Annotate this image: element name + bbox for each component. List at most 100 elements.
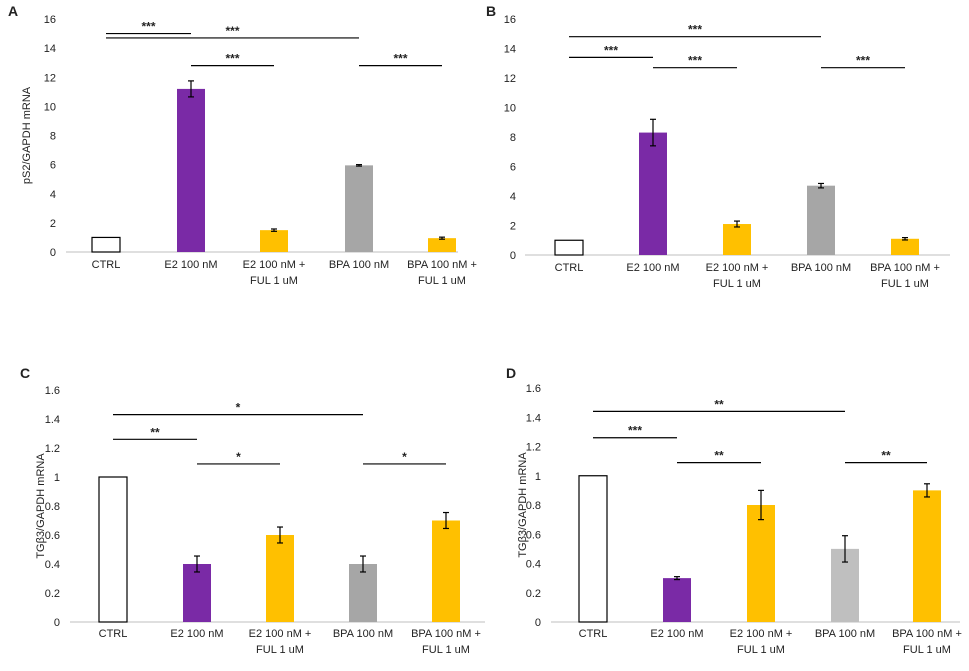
bar: [913, 490, 941, 622]
significance-label: *: [236, 401, 241, 415]
significance-label: ***: [628, 424, 642, 438]
y-tick-label: 0.2: [45, 588, 60, 600]
panel-letter-d: D: [506, 365, 516, 381]
bar: [663, 578, 691, 622]
chart-d: 0 0.2 0.4 0.6 0.8 1 1.2 1.4 1.6 TGβ3/GAPDH mRNA CT…: [517, 383, 962, 656]
x-tick-label: FUL 1 uM: [422, 644, 470, 656]
x-tick-label: E2 100 nM: [650, 628, 703, 640]
y-tick-label: 2: [50, 218, 56, 230]
panel-a: A 0 2 4 6 8 10 12 14 16 pS2/GAPDH mRNA CTRL E2 100 …: [8, 3, 477, 287]
y-tick-label: 0: [510, 250, 516, 262]
bar: [578, 475, 608, 623]
x-tick-label: E2 100 nM +: [249, 628, 312, 640]
x-tick-label: CTRL: [99, 628, 128, 640]
y-tick-label: 1.2: [526, 442, 541, 454]
y-tick-label: 12: [44, 72, 56, 84]
bar: [349, 564, 377, 622]
x-tick-label: FUL 1 uM: [903, 644, 951, 656]
y-tick-label: 8: [510, 132, 516, 144]
x-tick-label: FUL 1 uM: [250, 275, 298, 287]
y-tick-label: 12: [504, 73, 516, 85]
x-tick-label: FUL 1 uM: [737, 644, 785, 656]
y-tick-label: 0: [535, 617, 541, 629]
y-tick-label: 0: [50, 247, 56, 259]
x-tick-label: E2 100 nM +: [706, 262, 769, 274]
y-tick-label: 14: [44, 43, 56, 55]
bar: [345, 165, 373, 252]
bar: [91, 236, 121, 253]
panel-letter-b: B: [486, 3, 496, 19]
significance-label: ***: [225, 24, 239, 38]
y-tick-label: 1.6: [45, 385, 60, 397]
panel-letter-c: C: [20, 365, 30, 381]
significance-label: ***: [141, 20, 155, 34]
y-tick-label: 1.4: [45, 414, 60, 426]
y-tick-label: 0.6: [45, 530, 60, 542]
x-tick-label: FUL 1 uM: [713, 278, 761, 290]
x-tick-label: BPA 100 nM: [329, 259, 389, 271]
y-tick-label: 16: [504, 14, 516, 26]
chart-a: 0 2 4 6 8 10 12 14 16 pS2/GAPDH mRNA CTRL E2 100 nM…: [21, 14, 477, 287]
y-axis-label: pS2/GAPDH mRNA: [21, 86, 33, 184]
chart-c: 0 0.2 0.4 0.6 0.8 1 1.2 1.4 1.6 TGβ3/GAPDH mRNA CT…: [35, 385, 485, 656]
significance-label: ***: [393, 52, 407, 66]
x-tick-label: E2 100 nM: [626, 262, 679, 274]
y-tick-label: 1.4: [526, 412, 541, 424]
bar: [747, 505, 775, 622]
x-tick-label: E2 100 nM +: [243, 259, 306, 271]
y-tick-label: 6: [510, 162, 516, 174]
x-tick-label: BPA 100 nM +: [892, 628, 962, 640]
x-tick-label: CTRL: [92, 259, 121, 271]
panel-letter-a: A: [8, 3, 18, 19]
x-tick-label: BPA 100 nM: [791, 262, 851, 274]
y-tick-label: 6: [50, 160, 56, 172]
y-tick-label: 1: [535, 471, 541, 483]
bar: [432, 520, 460, 622]
significance-label: **: [150, 425, 160, 439]
x-tick-label: E2 100 nM +: [730, 628, 793, 640]
x-tick-label: CTRL: [579, 628, 608, 640]
y-tick-label: 1: [54, 472, 60, 484]
y-tick-label: 0.6: [526, 529, 541, 541]
y-axis-label: TGβ3/GAPDH mRNA: [517, 452, 529, 558]
significance-label: ***: [688, 54, 702, 68]
y-tick-label: 10: [504, 103, 516, 115]
significance-label: ***: [856, 54, 870, 68]
y-tick-label: 10: [44, 101, 56, 113]
x-tick-label: E2 100 nM: [164, 259, 217, 271]
significance-label: **: [881, 449, 891, 463]
significance-label: *: [236, 450, 241, 464]
chart-b: 0 2 4 6 8 10 12 14 16 CTRL E2 100 nM E2 100 nM + FUL…: [504, 14, 950, 290]
x-tick-label: FUL 1 uM: [256, 644, 304, 656]
x-tick-label: BPA 100 nM +: [407, 259, 477, 271]
bar: [183, 564, 211, 622]
y-axis-label: TGβ3/GAPDH mRNA: [35, 453, 47, 559]
y-tick-label: 16: [44, 14, 56, 26]
panel-d: D 0 0.2 0.4 0.6 0.8 1 1.2 1.4 1.6 TGβ3/GAPDH mRNA…: [506, 365, 962, 656]
y-tick-label: 8: [50, 131, 56, 143]
bar: [177, 88, 205, 253]
y-tick-label: 0.2: [526, 588, 541, 600]
x-tick-label: FUL 1 uM: [881, 278, 929, 290]
y-tick-label: 0.4: [45, 559, 60, 571]
bar: [639, 132, 667, 255]
y-tick-label: 14: [504, 44, 516, 56]
bar: [554, 239, 584, 256]
y-tick-label: 2: [510, 221, 516, 233]
x-tick-label: BPA 100 nM +: [411, 628, 481, 640]
y-tick-label: 0.4: [526, 559, 541, 571]
significance-label: ***: [225, 52, 239, 66]
panel-b: B 0 2 4 6 8 10 12 14 16 CTRL E2 100 nM E2 100 nM + F…: [486, 3, 950, 290]
y-tick-label: 0.8: [526, 500, 541, 512]
y-tick-label: 0.8: [45, 501, 60, 513]
significance-label: **: [714, 449, 724, 463]
x-tick-label: BPA 100 nM: [333, 628, 393, 640]
x-tick-label: BPA 100 nM +: [870, 262, 940, 274]
x-tick-label: E2 100 nM: [170, 628, 223, 640]
panel-c: C 0 0.2 0.4 0.6 0.8 1 1.2 1.4 1.6 TGβ3/GAPDH mRNA…: [20, 365, 485, 656]
y-tick-label: 0: [54, 617, 60, 629]
x-tick-label: CTRL: [555, 262, 584, 274]
bar: [98, 476, 128, 623]
x-tick-label: FUL 1 uM: [418, 275, 466, 287]
